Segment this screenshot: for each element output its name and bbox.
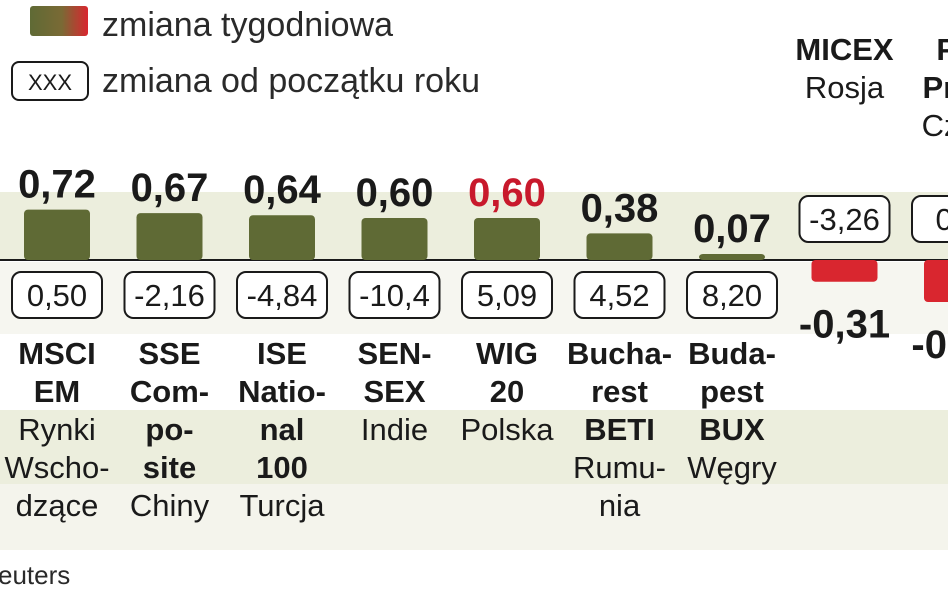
- bar-8: [924, 260, 948, 302]
- index-name-3-line-0: SEN-: [357, 336, 431, 371]
- country-5-line-0: Rumu-: [573, 450, 666, 485]
- bar-6: [699, 254, 765, 260]
- value-label-0: 0,72: [18, 163, 96, 207]
- ytd-label-2: -4,84: [247, 278, 318, 313]
- value-label-1: 0,67: [131, 166, 209, 210]
- value-label-8: -0,60: [911, 323, 948, 367]
- index-name-1-line-1: Com-: [130, 374, 209, 409]
- bar-5: [586, 233, 653, 260]
- index-name-0-line-0: MSCI: [18, 336, 96, 371]
- index-name-1-line-2: po-: [145, 412, 193, 447]
- index-name-6-line-1: pest: [700, 374, 764, 409]
- ytd-label-6: 8,20: [702, 278, 762, 313]
- ytd-label-7: -3,26: [809, 202, 880, 237]
- country-0-line-0: Rynki: [18, 412, 96, 447]
- value-label-2: 0,64: [243, 168, 322, 212]
- value-label-5: 0,38: [581, 186, 659, 230]
- value-labels: 0,72 0,67 0,64 0,60 0,60 0,38 0,07 -0,31 -0,60: [18, 163, 948, 367]
- value-label-6: 0,07: [693, 207, 771, 251]
- legend-weekly-label: zmiana tygodniowa: [102, 6, 393, 44]
- bar-7: [811, 260, 878, 282]
- source-label: euters: [0, 560, 70, 590]
- country-0-line-1: Wscho-: [4, 450, 109, 485]
- ytd-box-8: [911, 195, 948, 243]
- index-name-1-line-0: SSE: [138, 336, 200, 371]
- index-name-4-line-1: 20: [490, 374, 524, 409]
- ytd-box-1: [123, 271, 216, 319]
- index-name-5-line-1: rest: [591, 374, 648, 409]
- legend: zmiana tygodniowa XXX zmiana od początku…: [11, 6, 480, 101]
- index-name-4-line-0: WIG: [476, 336, 538, 371]
- index-name-3-line-1: SEX: [363, 374, 425, 409]
- ytd-box-5: [573, 271, 666, 319]
- index-name-6-line-2: BUX: [699, 412, 765, 447]
- country-3-line-0: Indie: [361, 412, 428, 447]
- bar-4: [474, 218, 540, 260]
- index-name-5-line-2: BETI: [584, 412, 655, 447]
- legend-swatch-weekly: [30, 6, 88, 36]
- country-8-line-1: Czec: [922, 108, 948, 143]
- country-0-line-2: dzące: [16, 488, 99, 523]
- ytd-box-0: [11, 271, 103, 319]
- index-name-2-line-0: ISE: [257, 336, 307, 371]
- value-label-4: 0,60: [468, 171, 546, 215]
- ytd-label-8: 0,5: [935, 202, 948, 237]
- country-2-line-0: Turcja: [240, 488, 326, 523]
- index-name-0-line-1: EM: [34, 374, 81, 409]
- ytd-box-6: [686, 271, 778, 319]
- country-4-line-0: Polska: [460, 412, 554, 447]
- band-mid: [0, 410, 948, 484]
- index-name-6-line-0: Buda-: [688, 336, 776, 371]
- ytd-label-0: 0,50: [27, 278, 87, 313]
- ytd-boxes: 0,50 -2,16 -4,84 -10,4 5,09 4,52 8,20 -3,26 0,5: [11, 195, 948, 319]
- ytd-label-3: -10,4: [359, 278, 430, 313]
- ytd-label-4: 5,09: [477, 278, 537, 313]
- band-lower: [0, 484, 948, 550]
- index-name-7-line-0: MICEX: [795, 32, 894, 67]
- ytd-box-2: [236, 271, 328, 319]
- bars: [24, 209, 948, 302]
- bar-1: [136, 213, 203, 260]
- ytd-box-7: [798, 195, 891, 243]
- country-6-line-0: Węgry: [687, 450, 777, 485]
- legend-ytd-box-text: XXX: [28, 70, 72, 95]
- country-8-line-0: Prag: [923, 70, 948, 105]
- legend-ytd-label: zmiana od początku roku: [102, 62, 480, 100]
- index-name-5-line-0: Bucha-: [567, 336, 672, 371]
- ytd-label-5: 4,52: [589, 278, 649, 313]
- index-name-2-line-3: 100: [256, 450, 308, 485]
- value-label-7: -0,31: [799, 303, 890, 347]
- ytd-label-1: -2,16: [134, 278, 205, 313]
- ytd-box-3: [348, 271, 441, 319]
- index-name-1-line-3: site: [143, 450, 196, 485]
- index-name-8-line-0: PX: [936, 32, 948, 67]
- ytd-box-4: [461, 271, 553, 319]
- bar-0: [24, 209, 90, 260]
- value-label-3: 0,60: [356, 171, 434, 215]
- bar-2: [249, 215, 315, 260]
- legend-swatch-ytd: [11, 61, 89, 101]
- country-7-line-0: Rosja: [805, 70, 885, 105]
- bar-3: [361, 218, 428, 260]
- index-name-2-line-1: Natio-: [238, 374, 326, 409]
- country-1-line-0: Chiny: [130, 488, 210, 523]
- country-5-line-1: nia: [599, 488, 641, 523]
- index-name-2-line-2: nal: [260, 412, 305, 447]
